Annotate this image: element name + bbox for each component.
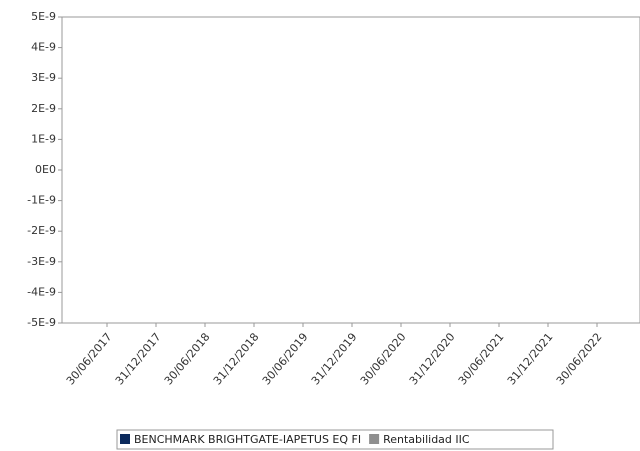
y-tick-label: 4E-9 <box>31 41 56 54</box>
y-tick-label: -2E-9 <box>27 224 56 237</box>
y-tick-label: 3E-9 <box>31 71 56 84</box>
x-tick-label: 30/06/2019 <box>260 331 311 388</box>
x-tick-label: 30/06/2017 <box>64 331 115 388</box>
x-tick-label: 31/12/2018 <box>211 331 262 388</box>
plot-area <box>61 16 640 324</box>
x-tick-label: 30/06/2021 <box>456 331 507 388</box>
y-tick-label: -5E-9 <box>27 316 56 329</box>
y-tick-label: -3E-9 <box>27 255 56 268</box>
x-tick-label: 30/06/2020 <box>358 331 409 388</box>
legend-swatch <box>120 434 130 444</box>
x-tick-label: 31/12/2020 <box>407 331 458 388</box>
y-tick-label: -4E-9 <box>27 285 56 298</box>
y-tick-label: 0E0 <box>35 163 56 176</box>
y-tick-label: 2E-9 <box>31 102 56 115</box>
y-tick-label: 1E-9 <box>31 132 56 145</box>
x-tick-label: 30/06/2018 <box>162 331 213 388</box>
x-tick-label: 31/12/2019 <box>309 331 360 388</box>
y-tick-label: 5E-9 <box>31 10 56 23</box>
legend-label: Rentabilidad IIC <box>383 433 470 446</box>
y-tick-label: -1E-9 <box>27 194 56 207</box>
x-tick-label: 31/12/2017 <box>113 331 164 388</box>
x-tick-label: 30/06/2022 <box>554 331 605 388</box>
x-tick-label: 31/12/2021 <box>505 331 556 388</box>
legend <box>116 429 554 450</box>
legend-swatch <box>369 434 380 444</box>
legend-label: BENCHMARK BRIGHTGATE-IAPETUS EQ FI <box>134 433 361 446</box>
